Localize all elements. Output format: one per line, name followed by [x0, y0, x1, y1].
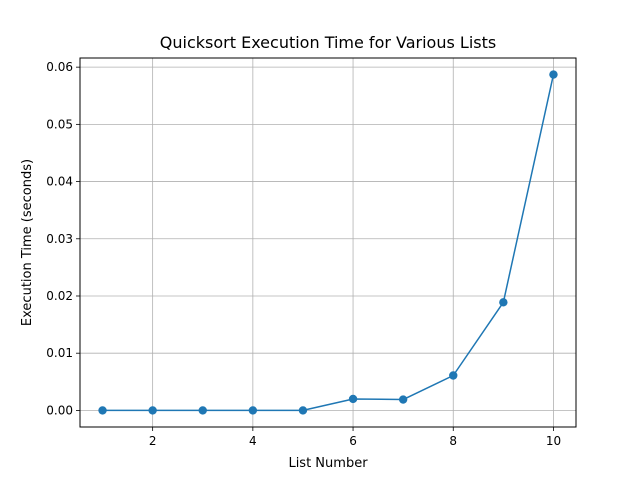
x-tick-label: 10	[546, 434, 561, 448]
data-point	[449, 371, 458, 380]
series-layer	[98, 70, 558, 415]
y-tick-label: 0.01	[46, 346, 73, 360]
data-point	[398, 395, 408, 404]
y-tick-label: 0.04	[46, 175, 73, 189]
y-tick-label: 0.03	[46, 232, 73, 246]
data-point	[298, 406, 308, 415]
data-point	[499, 298, 508, 307]
x-axis-label: List Number	[288, 456, 368, 471]
x-tick-label: 4	[249, 434, 257, 448]
plot-frame	[79, 57, 577, 428]
data-point	[549, 70, 558, 79]
x-tick-label: 2	[149, 434, 157, 448]
ticks: 2 4 6 8 10 0.00 0.01 0.02 0.03 0.04 0.05 0.06	[46, 60, 561, 448]
x-tick-label: 8	[449, 434, 457, 448]
data-point	[248, 406, 258, 415]
y-tick-label: 0.02	[46, 289, 73, 303]
data-point	[348, 394, 358, 404]
data-point	[198, 406, 207, 415]
x-tick-label: 6	[349, 434, 357, 448]
data-point	[98, 406, 107, 415]
series-line	[102, 74, 555, 412]
data-point	[148, 406, 157, 415]
y-tick-label: 0.06	[46, 60, 73, 74]
chart-title: Quicksort Execution Time for Various Lis…	[160, 33, 496, 52]
y-tick-label: 0.05	[46, 117, 73, 131]
y-axis-label: Execution Time (seconds)	[20, 159, 35, 326]
y-tick-label: 0.00	[46, 403, 73, 417]
